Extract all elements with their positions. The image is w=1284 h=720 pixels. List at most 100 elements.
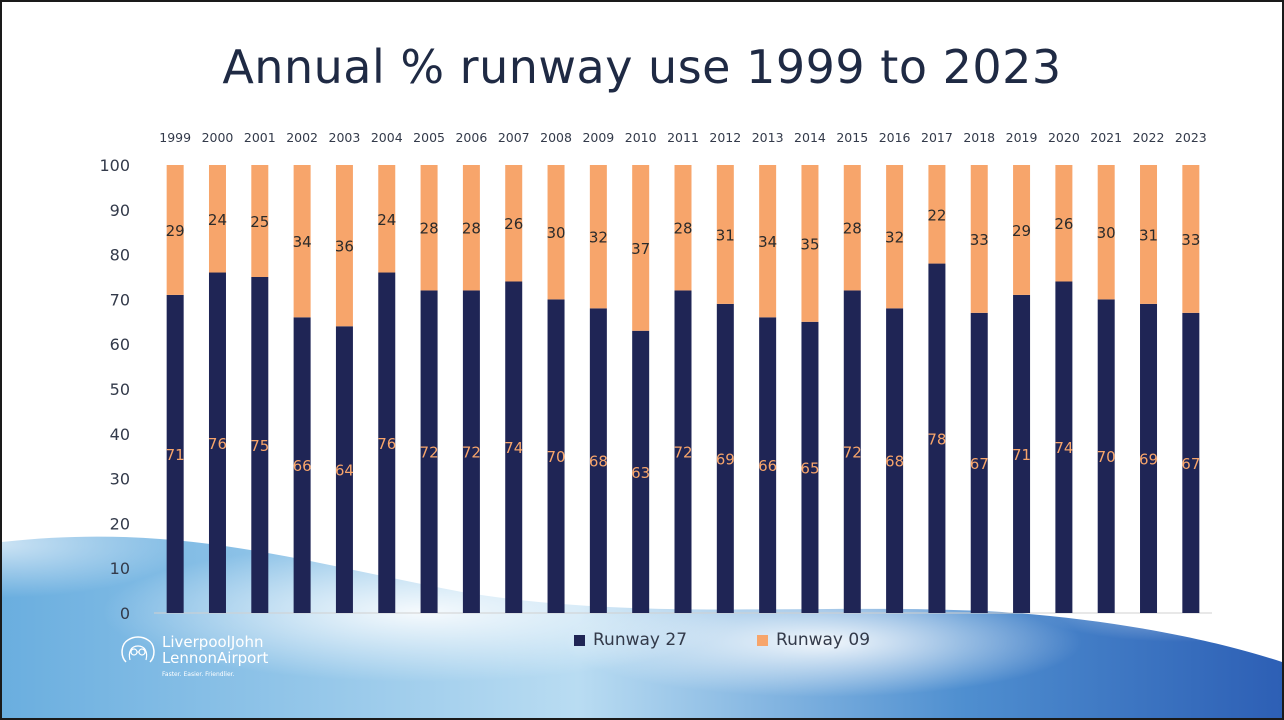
bar-runway-27 <box>674 290 692 613</box>
bar-runway-09 <box>547 165 565 300</box>
bar-runway-27 <box>632 330 650 613</box>
data-label-runway-09: 33 <box>1181 231 1200 249</box>
bar-runway-27 <box>843 290 861 613</box>
bar-runway-09 <box>928 165 946 264</box>
y-tick-label: 0 <box>120 604 130 623</box>
data-label-runway-27: 66 <box>758 457 777 475</box>
y-tick-label: 60 <box>110 335 130 354</box>
data-label-runway-27: 75 <box>250 437 269 455</box>
legend-item-runway-27: Runway 27 <box>574 630 687 650</box>
data-label-runway-09: 30 <box>546 224 565 242</box>
x-tick-label: 2019 <box>1006 130 1038 145</box>
bar-runway-09 <box>1097 165 1115 300</box>
data-label-runway-27: 76 <box>208 435 227 453</box>
data-label-runway-27: 70 <box>1097 448 1116 466</box>
bar-runway-09 <box>589 165 607 309</box>
bar-runway-09 <box>166 165 184 295</box>
x-tick-label: 2014 <box>794 130 826 145</box>
data-label-runway-09: 34 <box>293 233 312 251</box>
bar-runway-27 <box>886 308 904 613</box>
data-label-runway-27: 78 <box>927 430 946 448</box>
bar-runway-09 <box>505 165 523 282</box>
bar-runway-27 <box>801 321 819 613</box>
bar-runway-09 <box>335 165 353 327</box>
data-label-runway-27: 66 <box>293 457 312 475</box>
bar-runway-27 <box>1097 299 1115 613</box>
data-label-runway-09: 28 <box>673 220 692 238</box>
x-tick-label: 2005 <box>413 130 445 145</box>
data-label-runway-09: 28 <box>420 220 439 238</box>
data-label-runway-09: 26 <box>1054 215 1073 233</box>
bar-runway-27 <box>928 263 946 613</box>
y-tick-label: 100 <box>99 156 130 175</box>
x-tick-label: 2017 <box>921 130 953 145</box>
bar-runway-09 <box>1055 165 1073 282</box>
legend-label-runway-09: Runway 09 <box>776 630 871 650</box>
bar-runway-27 <box>589 308 607 613</box>
data-label-runway-09: 22 <box>927 206 946 224</box>
data-label-runway-09: 25 <box>250 213 269 231</box>
data-label-runway-09: 35 <box>800 235 819 253</box>
data-label-runway-09: 28 <box>462 220 481 238</box>
data-label-runway-27: 72 <box>843 444 862 462</box>
bar-runway-09 <box>1140 165 1158 304</box>
data-label-runway-27: 72 <box>420 444 439 462</box>
bar-runway-09 <box>1013 165 1031 295</box>
john-lennon-face-icon <box>121 636 155 663</box>
logo-text-line1: LiverpoolJohn <box>162 633 264 651</box>
x-tick-label: 2023 <box>1175 130 1207 145</box>
x-tick-label: 2022 <box>1133 130 1165 145</box>
data-label-runway-09: 29 <box>166 222 185 240</box>
bar-runway-09 <box>420 165 438 291</box>
x-tick-label: 2010 <box>625 130 657 145</box>
x-tick-label: 2020 <box>1048 130 1080 145</box>
legend-label-runway-27: Runway 27 <box>593 630 688 650</box>
x-tick-label: 1999 <box>159 130 191 145</box>
data-label-runway-27: 65 <box>800 459 819 477</box>
data-label-runway-09: 33 <box>970 231 989 249</box>
airport-logo: LiverpoolJohn LennonAirport Faster. Easi… <box>118 634 298 684</box>
data-label-runway-27: 76 <box>377 435 396 453</box>
data-label-runway-27: 63 <box>631 464 650 482</box>
data-label-runway-27: 72 <box>673 444 692 462</box>
data-label-runway-09: 32 <box>885 229 904 247</box>
bar-runway-27 <box>970 312 988 613</box>
data-label-runway-09: 30 <box>1097 224 1116 242</box>
data-label-runway-27: 72 <box>462 444 481 462</box>
y-tick-label: 20 <box>110 514 130 533</box>
bar-runway-09 <box>970 165 988 313</box>
x-tick-label: 2012 <box>709 130 741 145</box>
x-tick-label: 2009 <box>582 130 614 145</box>
bar-runway-09 <box>674 165 692 291</box>
chart-title: Annual % runway use 1999 to 2023 <box>222 40 1062 94</box>
bar-runway-27 <box>547 299 565 613</box>
bar-runway-09 <box>843 165 861 291</box>
bar-runway-27 <box>420 290 438 613</box>
bar-runway-27 <box>1055 281 1073 613</box>
data-label-runway-27: 67 <box>970 455 989 473</box>
x-tick-label: 2002 <box>286 130 318 145</box>
data-label-runway-09: 37 <box>631 240 650 258</box>
bar-runway-27 <box>208 272 226 613</box>
bar-runway-27 <box>1140 303 1158 613</box>
bar-runway-09 <box>716 165 734 304</box>
y-tick-label: 10 <box>110 559 130 578</box>
data-label-runway-27: 70 <box>546 448 565 466</box>
bar-runway-09 <box>801 165 819 322</box>
x-tick-label: 2018 <box>963 130 995 145</box>
bar-runway-27 <box>759 317 777 613</box>
bar-runway-09 <box>378 165 396 273</box>
bar-runway-27 <box>1182 312 1200 613</box>
x-tick-label: 2007 <box>498 130 530 145</box>
bar-runway-27 <box>378 272 396 613</box>
data-label-runway-27: 68 <box>885 453 904 471</box>
x-tick-label: 2016 <box>879 130 911 145</box>
data-label-runway-27: 69 <box>716 450 735 468</box>
bar-runway-27 <box>1013 294 1031 613</box>
data-label-runway-09: 31 <box>716 226 735 244</box>
bar-runway-09 <box>208 165 226 273</box>
legend-swatch-runway-09 <box>757 634 769 646</box>
